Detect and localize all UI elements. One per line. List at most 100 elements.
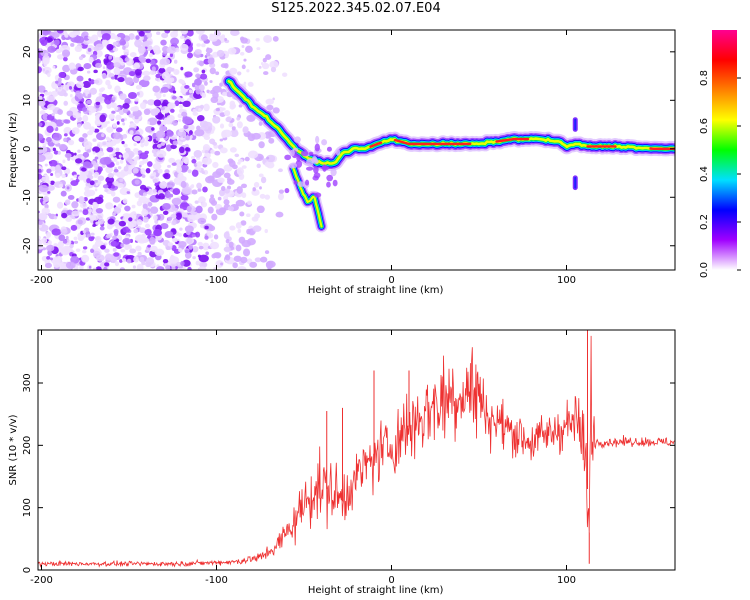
spectrogram-speckle [129, 153, 134, 158]
spectrogram-speckle [228, 122, 234, 128]
spectrogram-speckle [114, 35, 119, 41]
spectrogram-speckle [185, 135, 190, 141]
spectrogram-speckle [120, 61, 125, 66]
spectrogram-speckle [118, 220, 126, 227]
spectrogram-speckle [40, 39, 48, 46]
spectrogram-speckle [201, 92, 207, 98]
spectrogram-speckle [196, 182, 202, 189]
spectrogram-speckle [82, 80, 91, 89]
spectrogram-speckle [93, 79, 100, 84]
spectrogram-speckle [195, 73, 201, 78]
spectrogram-tail-blob [293, 180, 298, 185]
spectrogram-speckle [210, 239, 214, 243]
spectrogram-speckle [197, 217, 207, 225]
spectrogram-speckle [110, 190, 116, 197]
spectrogram-speckle [38, 122, 43, 127]
spectrogram-tail-blob [313, 172, 321, 179]
spectrogram-tail-blob [289, 149, 295, 157]
spectrogram-speckle [144, 223, 151, 229]
spectrogram-speckle [82, 133, 88, 138]
snr-ytick-label: 0 [22, 567, 33, 573]
spectrogram-speckle [93, 69, 98, 74]
spectrogram-speckle [180, 66, 184, 71]
spectrogram-speckle [156, 266, 165, 270]
spectrogram-speckle [202, 186, 208, 193]
spectrogram-speckle [122, 102, 130, 109]
spectrogram-speckle [213, 234, 219, 240]
spectrogram-speckle [150, 175, 154, 179]
spectrogram-speckle [198, 254, 209, 263]
spectrogram-speckle [210, 194, 215, 198]
spectrogram-tail-blob [315, 135, 320, 144]
spectrogram-speckle [102, 141, 107, 146]
spectrogram-speckle [148, 52, 153, 58]
spectrogram-speckle [99, 226, 105, 231]
spectrogram-speckle [116, 121, 120, 125]
spectrogram-speckle [165, 144, 172, 152]
spectrogram-speckle [215, 260, 224, 268]
spectrogram-speckle [240, 220, 247, 226]
spectrogram-speckle [47, 240, 52, 245]
snr-xlabel: Height of straight line (km) [308, 585, 444, 596]
spectrogram-speckle [46, 244, 55, 252]
spectrogram-speckle [110, 140, 117, 146]
spectrogram-speckle [212, 85, 222, 93]
spectrogram-speckle [112, 196, 121, 203]
spectrogram-xlabel: Height of straight line (km) [308, 285, 444, 296]
spectrogram-speckle [239, 211, 245, 217]
spectrogram-speckle [104, 262, 110, 267]
spectrogram-speckle [138, 79, 150, 88]
spectrogram-speckle [178, 119, 182, 122]
spectrogram-speckle [46, 231, 52, 238]
spectrogram-speckle [152, 163, 162, 170]
spectrogram-speckle [106, 147, 114, 153]
spectrogram-speckle [178, 128, 184, 133]
spectrogram-speckle [134, 116, 139, 120]
spectrogram-speckle [156, 149, 167, 158]
spectrogram-speckle [212, 115, 221, 124]
spectrogram-speckle [73, 174, 78, 178]
spectrogram-speckle [145, 167, 151, 174]
spectrogram-tail-blob [284, 188, 290, 194]
spectrogram-speckle [172, 140, 178, 146]
spectrogram-speckle [135, 84, 143, 90]
spectrogram-speckle [246, 213, 251, 218]
snr-ylabel: SNR (10 * v/v) [8, 414, 19, 485]
spectrogram-speckle [201, 157, 213, 165]
spectrogram-speckle [268, 137, 275, 144]
spectrogram-speckle [81, 167, 87, 172]
spectrogram-speckle [237, 265, 247, 270]
spectrogram-speckle [240, 183, 248, 189]
spectrogram-speckle [63, 133, 68, 137]
spectrogram-speckle [227, 47, 237, 55]
spectrogram-speckle [260, 176, 267, 184]
spectrogram-speckle [140, 167, 146, 175]
spectrogram-speckle [212, 141, 218, 146]
spectrogram-speckle [46, 168, 52, 174]
spectrogram-speckle [170, 37, 179, 46]
spectrogram-speckle [68, 62, 76, 70]
spectrogram-speckle [167, 102, 176, 109]
spectrogram-speckle [145, 58, 151, 64]
spectrogram-speckle [41, 176, 48, 182]
spectrogram-speckle [247, 81, 254, 87]
spectrogram-speckle [218, 207, 227, 214]
spectrogram-speckle [115, 161, 120, 166]
spectrogram-speckle [107, 173, 114, 179]
spectrogram-speckle [133, 256, 139, 263]
spectrogram-speckle [62, 64, 71, 73]
spectrogram-speckle [115, 114, 122, 121]
spectrogram-speckle [193, 67, 200, 73]
spectrogram-speckle [72, 112, 82, 119]
spectrogram-speckle [247, 200, 252, 205]
spectrogram-speckle [63, 119, 69, 124]
spectrogram-speckle [45, 136, 52, 143]
spectrogram-speckle [77, 66, 84, 72]
spectrogram-speckle [112, 102, 117, 109]
spectrogram-speckle [254, 213, 261, 219]
spectrogram-speckle [159, 58, 166, 65]
spectrogram-tail-blob [321, 139, 328, 146]
spectrogram-tail-blob [330, 168, 337, 177]
spectrogram-speckle [93, 162, 99, 169]
spectrogram-speckle [160, 142, 166, 146]
